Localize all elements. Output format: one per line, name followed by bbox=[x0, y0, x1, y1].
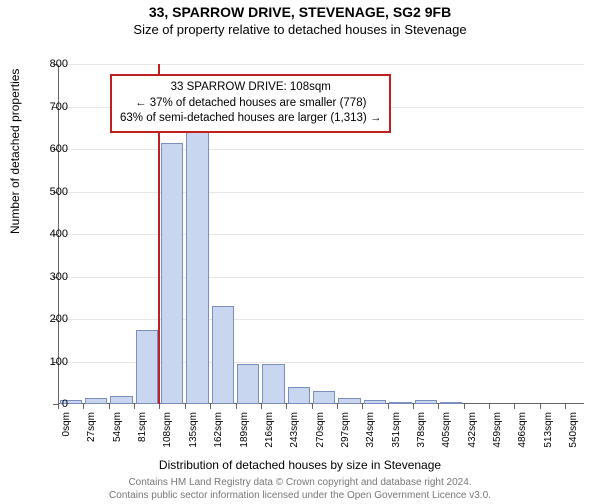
histogram-bar bbox=[161, 143, 183, 404]
x-tick-label: 432sqm bbox=[467, 412, 478, 448]
y-tick-label: 300 bbox=[38, 271, 68, 283]
x-tick bbox=[312, 404, 313, 409]
x-tick-label: 270sqm bbox=[315, 412, 326, 448]
footer: Contains HM Land Registry data © Crown c… bbox=[0, 477, 600, 502]
x-tick bbox=[413, 404, 414, 409]
histogram-bar bbox=[440, 402, 462, 404]
histogram-bar bbox=[110, 396, 132, 404]
y-tick-label: 800 bbox=[38, 58, 68, 70]
annotation-line: ← 37% of detached houses are smaller (77… bbox=[120, 96, 381, 112]
histogram-bar bbox=[288, 387, 310, 404]
annotation-line: 33 SPARROW DRIVE: 108sqm bbox=[120, 80, 381, 96]
x-tick bbox=[286, 404, 287, 409]
x-tick-label: 162sqm bbox=[213, 412, 224, 448]
x-tick-label: 108sqm bbox=[162, 412, 173, 448]
x-tick-label: 297sqm bbox=[340, 412, 351, 448]
y-tick-label: 500 bbox=[38, 186, 68, 198]
y-tick-label: 700 bbox=[38, 101, 68, 113]
x-tick bbox=[236, 404, 237, 409]
x-tick-label: 324sqm bbox=[365, 412, 376, 448]
x-tick bbox=[109, 404, 110, 409]
x-axis-label: Distribution of detached houses by size … bbox=[0, 458, 600, 472]
page-title: 33, SPARROW DRIVE, STEVENAGE, SG2 9FB bbox=[0, 4, 600, 20]
gridline bbox=[58, 277, 584, 278]
plot-area: 33 SPARROW DRIVE: 108sqm← 37% of detache… bbox=[58, 64, 584, 404]
gridline bbox=[58, 319, 584, 320]
page-subtitle: Size of property relative to detached ho… bbox=[0, 22, 600, 37]
x-tick-label: 0sqm bbox=[61, 412, 72, 436]
x-tick bbox=[134, 404, 135, 409]
chart-area: 33 SPARROW DRIVE: 108sqm← 37% of detache… bbox=[58, 64, 584, 404]
x-tick bbox=[514, 404, 515, 409]
histogram-bar bbox=[136, 330, 158, 404]
y-axis-label: Number of detached properties bbox=[8, 69, 22, 234]
annotation-box: 33 SPARROW DRIVE: 108sqm← 37% of detache… bbox=[110, 74, 391, 133]
x-tick-label: 189sqm bbox=[239, 412, 250, 448]
histogram-bar bbox=[364, 400, 386, 404]
histogram-bar bbox=[389, 402, 411, 404]
x-tick-label: 513sqm bbox=[543, 412, 554, 448]
x-tick-label: 405sqm bbox=[441, 412, 452, 448]
x-tick bbox=[83, 404, 84, 409]
x-tick bbox=[565, 404, 566, 409]
histogram-bar bbox=[415, 400, 437, 404]
x-tick-label: 216sqm bbox=[264, 412, 275, 448]
x-tick bbox=[261, 404, 262, 409]
x-tick-label: 351sqm bbox=[391, 412, 402, 448]
x-tick bbox=[210, 404, 211, 409]
x-tick-label: 243sqm bbox=[289, 412, 300, 448]
x-tick bbox=[159, 404, 160, 409]
x-tick-label: 54sqm bbox=[112, 412, 123, 442]
gridline bbox=[58, 64, 584, 65]
gridline bbox=[58, 234, 584, 235]
x-tick bbox=[388, 404, 389, 409]
x-tick-label: 540sqm bbox=[568, 412, 579, 448]
footer-line-1: Contains HM Land Registry data © Crown c… bbox=[0, 477, 600, 490]
x-tick bbox=[438, 404, 439, 409]
histogram-bar bbox=[313, 391, 335, 404]
x-tick bbox=[464, 404, 465, 409]
x-tick-label: 27sqm bbox=[86, 412, 97, 442]
annotation-line: 63% of semi-detached houses are larger (… bbox=[120, 111, 381, 127]
footer-line-2: Contains public sector information licen… bbox=[0, 490, 600, 503]
x-tick-label: 459sqm bbox=[492, 412, 503, 448]
gridline bbox=[58, 192, 584, 193]
x-tick-label: 81sqm bbox=[137, 412, 148, 442]
histogram-bar bbox=[338, 398, 360, 404]
x-tick bbox=[337, 404, 338, 409]
y-tick-label: 400 bbox=[38, 228, 68, 240]
y-tick-label: 600 bbox=[38, 143, 68, 155]
x-tick bbox=[489, 404, 490, 409]
x-tick-label: 486sqm bbox=[517, 412, 528, 448]
x-tick-label: 378sqm bbox=[416, 412, 427, 448]
y-tick-label: 200 bbox=[38, 313, 68, 325]
histogram-bar bbox=[262, 364, 284, 404]
x-tick bbox=[185, 404, 186, 409]
gridline bbox=[58, 149, 584, 150]
x-tick-label: 135sqm bbox=[188, 412, 199, 448]
histogram-bar bbox=[85, 398, 107, 404]
x-tick bbox=[362, 404, 363, 409]
y-tick-label: 100 bbox=[38, 356, 68, 368]
x-tick bbox=[540, 404, 541, 409]
y-tick-label: 0 bbox=[38, 398, 68, 410]
histogram-bar bbox=[212, 306, 234, 404]
histogram-bar bbox=[237, 364, 259, 404]
histogram-bar bbox=[186, 124, 208, 405]
